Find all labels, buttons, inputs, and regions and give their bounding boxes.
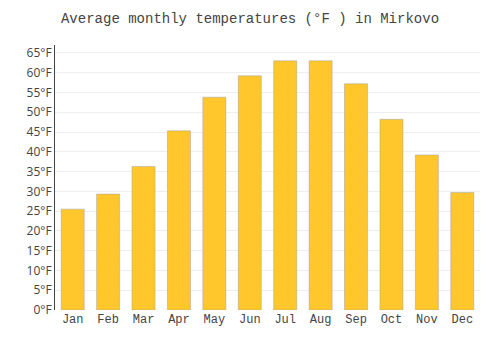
svg-text:Oct: Oct — [381, 313, 403, 327]
svg-text:10°F: 10°F — [27, 262, 52, 279]
svg-text:Average monthly temperatures (: Average monthly temperatures (°F ) in Mi… — [61, 11, 439, 27]
svg-text:30°F: 30°F — [27, 183, 52, 200]
svg-text:50°F: 50°F — [27, 103, 52, 120]
svg-text:55°F: 55°F — [27, 84, 52, 101]
svg-text:Dec: Dec — [451, 313, 473, 327]
svg-text:Mar: Mar — [133, 313, 155, 327]
svg-text:May: May — [204, 313, 226, 327]
svg-text:15°F: 15°F — [27, 242, 52, 259]
svg-text:45°F: 45°F — [27, 123, 52, 140]
svg-text:Sep: Sep — [345, 313, 367, 327]
svg-text:Aug: Aug — [310, 313, 332, 327]
svg-text:Feb: Feb — [97, 313, 119, 327]
svg-text:65°F: 65°F — [27, 44, 52, 61]
svg-text:Apr: Apr — [168, 313, 190, 327]
svg-text:35°F: 35°F — [27, 163, 52, 180]
svg-text:25°F: 25°F — [27, 202, 52, 219]
svg-text:5°F: 5°F — [33, 281, 51, 298]
svg-text:40°F: 40°F — [27, 143, 52, 160]
svg-text:Jan: Jan — [62, 313, 84, 327]
svg-text:Jun: Jun — [239, 313, 261, 327]
svg-text:Jul: Jul — [274, 313, 296, 327]
svg-text:Nov: Nov — [416, 313, 438, 327]
svg-text:0°F: 0°F — [33, 301, 51, 318]
svg-text:60°F: 60°F — [27, 64, 52, 81]
svg-text:20°F: 20°F — [27, 222, 52, 239]
